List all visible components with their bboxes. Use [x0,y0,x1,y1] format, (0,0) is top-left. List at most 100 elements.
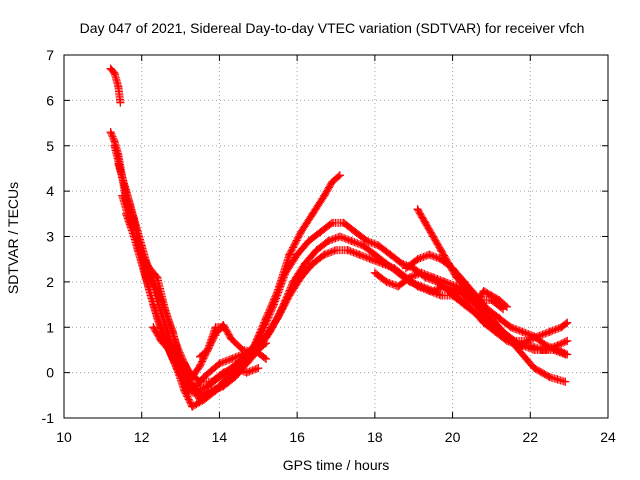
data-point [347,237,356,246]
data-point [304,237,313,246]
data-point [207,366,216,375]
data-point [114,82,123,91]
data-point [254,364,263,373]
data-point [122,187,131,196]
y-tick-label: 2 [46,274,54,290]
data-point [394,282,403,291]
data-point [215,359,224,368]
data-point [530,364,539,373]
data-point [417,268,426,277]
y-tick-label: 6 [46,92,54,108]
data-point [300,259,309,268]
y-tick-label: 5 [46,138,54,154]
data-point [328,218,337,227]
data-point [413,205,422,214]
x-tick-label: 18 [367,429,383,445]
data-point [452,282,461,291]
data-point [164,345,173,354]
data-point [561,377,570,386]
data-point [514,345,523,354]
data-point [230,364,239,373]
data-point [161,305,170,314]
x-tick-label: 20 [445,429,461,445]
data-point [363,237,372,246]
data-point [522,355,531,364]
data-point [273,314,282,323]
data-point [230,373,239,382]
series-arc-i [196,320,271,361]
data-point [499,327,508,336]
data-point [483,318,492,327]
x-tick-label: 24 [600,429,616,445]
data-point [269,300,278,309]
data-point [262,355,271,364]
data-point [471,300,480,309]
data-point [483,305,492,314]
data-point [479,286,488,295]
series-arc-l [401,250,572,359]
data-point [188,373,197,382]
data-point [495,296,504,305]
data-point [196,352,204,361]
data-point [180,359,189,368]
data-point [464,296,473,305]
data-point [398,259,407,268]
data-point [541,341,550,350]
data-point [378,259,387,268]
data-point [553,375,562,384]
data-point [456,286,465,295]
data-point [122,209,131,218]
data-point [153,273,162,282]
data-point [436,246,445,255]
data-point [157,323,166,332]
data-point [242,359,251,368]
data-point [297,227,306,236]
data-point [172,341,181,350]
data-point [180,377,189,386]
data-point [145,264,154,273]
data-point [537,368,546,377]
x-tick-label: 14 [212,429,228,445]
data-point [413,255,422,264]
data-point [382,277,391,286]
data-point [436,255,445,264]
data-point [308,209,317,218]
data-point [460,277,469,286]
marker-trace [106,64,125,107]
data-point [359,241,368,250]
data-point [196,361,204,370]
data-point [192,382,201,391]
data-point [320,250,329,259]
data-point [227,334,236,343]
data-point [149,300,158,309]
data-point [293,250,302,259]
data-point [242,368,251,377]
data-point [219,320,228,329]
chart-title: Day 047 of 2021, Sidereal Day-to-day VTE… [80,20,585,36]
data-point [421,218,430,227]
series-arc-f [122,209,263,386]
y-tick-label: 1 [46,319,54,335]
data-point [448,291,457,300]
data-point [129,232,138,241]
x-axis-label: GPS time / hours [283,457,390,473]
data-point [137,250,146,259]
y-tick-label: 0 [46,365,54,381]
data-point [312,246,321,255]
data-point [149,323,158,332]
y-tick-label: 7 [46,47,54,63]
data-point [297,273,306,282]
x-tick-label: 10 [56,429,72,445]
data-point [308,259,317,268]
data-point [425,286,434,295]
data-point [355,250,364,259]
data-point [141,273,150,282]
data-point [219,368,228,377]
data-point [390,264,399,273]
data-point [262,339,271,348]
data-point [405,273,414,282]
data-point [118,191,127,200]
data-point [285,250,294,259]
